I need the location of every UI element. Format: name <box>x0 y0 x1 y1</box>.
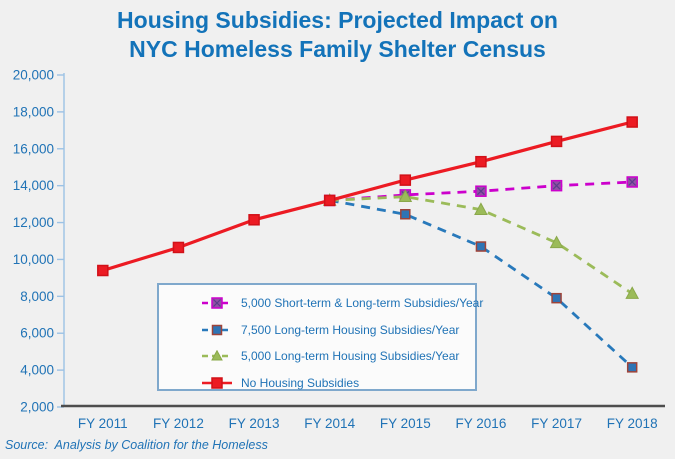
chart-title-line-1: Housing Subsidies: Projected Impact on <box>117 7 558 33</box>
legend-sample-line-icon <box>202 297 232 309</box>
legend-item-no-housing-subsidies: No Housing Subsidies <box>159 370 475 397</box>
x-tick-label: FY 2012 <box>153 416 204 431</box>
series-0-line <box>323 176 638 207</box>
legend-sample-line-icon <box>202 350 232 361</box>
legend-item-7500-long-term-subsidies: 7,500 Long-term Housing Subsidies/Year <box>159 317 475 344</box>
y-tick-label: 2,000 <box>20 400 54 415</box>
legend-label: 5,000 Long-term Housing Subsidies/Year <box>241 349 460 364</box>
y-tick-label: 14,000 <box>13 178 54 193</box>
y-tick-label: 10,000 <box>13 252 54 267</box>
legend-label: 5,000 Short-term & Long-term Subsidies/Y… <box>241 296 484 311</box>
legend: 5,000 Short-term & Long-term Subsidies/Y… <box>157 283 483 391</box>
x-tick-label: FY 2018 <box>607 416 658 431</box>
legend-item-5000-long-term-subsidies: 5,000 Long-term Housing Subsidies/Year <box>159 343 475 370</box>
y-tick-label: 6,000 <box>20 326 54 341</box>
series-3-line <box>97 116 638 277</box>
legend-label: No Housing Subsidies <box>241 375 360 390</box>
x-tick-label: FY 2014 <box>304 416 355 431</box>
legend-label: 7,500 Long-term Housing Subsidies/Year <box>241 322 460 337</box>
chart-title-line-2: NYC Homeless Family Shelter Census <box>129 36 546 62</box>
chart-title: Housing Subsidies: Projected Impact on N… <box>0 6 675 64</box>
y-tick-label: 8,000 <box>20 289 54 304</box>
source-note: Source: Analysis by Coalition for the Ho… <box>5 438 268 452</box>
x-tick-label: FY 2017 <box>531 416 582 431</box>
y-tick-label: 20,000 <box>13 68 54 83</box>
legend-sample-line-icon <box>202 324 232 335</box>
y-tick-label: 18,000 <box>13 104 54 119</box>
x-axis: FY 2011 FY 2012 FY 2013 FY 2014 FY 2015 FY 20… <box>61 404 665 431</box>
x-tick-label: FY 2016 <box>456 416 507 431</box>
legend-item-short-and-long-term-subsidies: 5,000 Short-term & Long-term Subsidies/Y… <box>159 290 483 317</box>
x-tick-label: FY 2015 <box>380 416 431 431</box>
x-tick-label: FY 2013 <box>229 416 280 431</box>
y-axis: 2,000 4,000 6,000 8,000 10,000 12,000 14,000 16… <box>13 68 65 415</box>
x-tick-label: FY 2011 <box>78 416 128 431</box>
y-tick-label: 4,000 <box>20 363 54 378</box>
y-tick-label: 12,000 <box>13 215 54 230</box>
legend-sample-line-icon <box>202 377 232 389</box>
y-tick-label: 16,000 <box>13 141 54 156</box>
